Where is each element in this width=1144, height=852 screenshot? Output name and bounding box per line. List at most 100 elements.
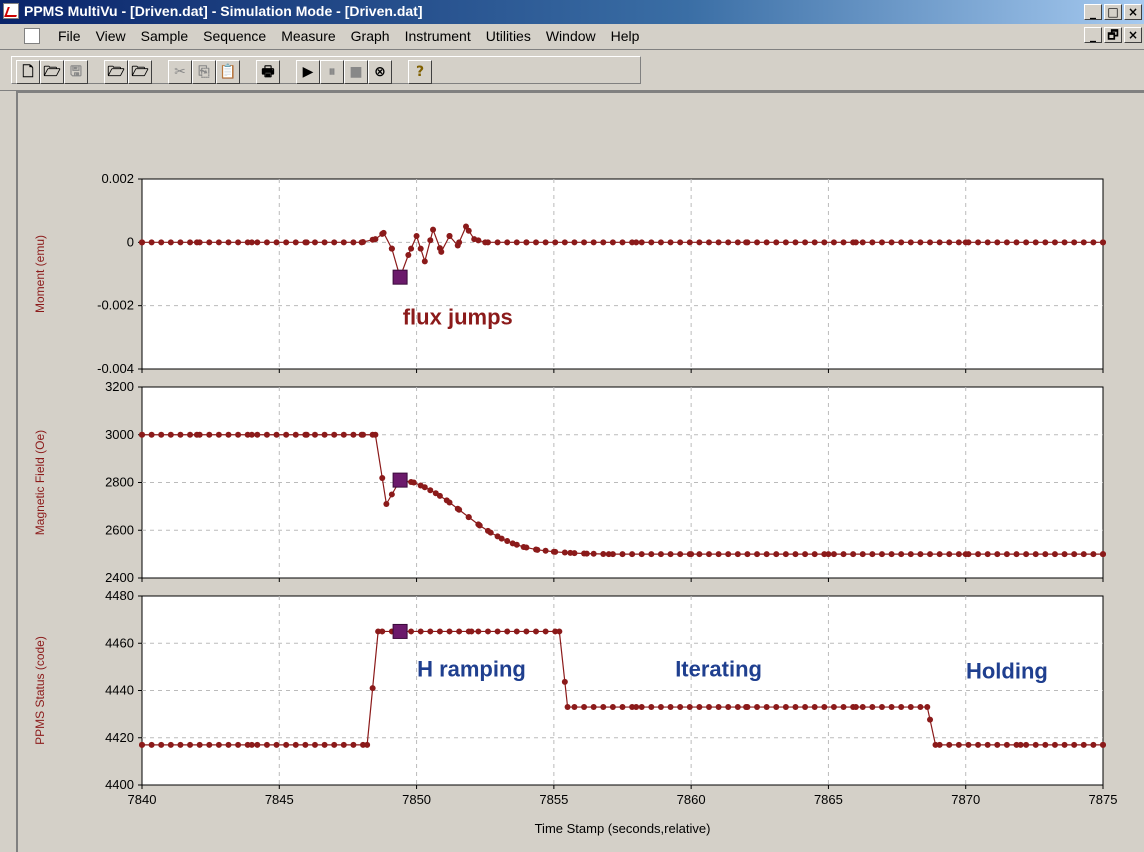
- cursor-marker[interactable]: [392, 269, 408, 285]
- data-point: [927, 239, 934, 246]
- maximize-button[interactable]: □: [1104, 4, 1122, 20]
- menu-window[interactable]: Window: [545, 28, 596, 44]
- data-point: [263, 239, 270, 246]
- minimize-button[interactable]: _: [1084, 4, 1102, 20]
- menu-graph[interactable]: Graph: [350, 28, 390, 44]
- data-point: [421, 258, 428, 265]
- data-point: [773, 551, 780, 558]
- data-point: [629, 704, 636, 711]
- menu-file[interactable]: File: [58, 28, 81, 44]
- plot-area[interactable]: [141, 178, 1104, 370]
- data-point: [962, 239, 969, 246]
- data-point: [148, 239, 155, 246]
- cut-icon[interactable]: ✂: [168, 60, 192, 84]
- copy-icon[interactable]: ⎘: [192, 60, 216, 84]
- data-point: [965, 741, 972, 748]
- data-point: [193, 431, 200, 438]
- new-file-icon[interactable]: 🗋: [16, 60, 40, 84]
- menu-utilities[interactable]: Utilities: [485, 28, 531, 44]
- doc-close-button[interactable]: ×: [1124, 27, 1142, 43]
- data-point: [686, 704, 693, 711]
- data-point: [811, 704, 818, 711]
- data-point: [955, 741, 962, 748]
- data-point: [206, 741, 213, 748]
- data-point: [504, 239, 511, 246]
- menu-measure[interactable]: Measure: [281, 28, 336, 44]
- data-point: [215, 431, 222, 438]
- data-point: [725, 704, 732, 711]
- data-point: [567, 549, 574, 556]
- data-point: [984, 551, 991, 558]
- help-icon[interactable]: ?: [408, 60, 432, 84]
- data-point: [244, 741, 251, 748]
- menu-instrument[interactable]: Instrument: [404, 28, 471, 44]
- data-point: [715, 704, 722, 711]
- data-point: [552, 239, 559, 246]
- data-point: [462, 223, 469, 230]
- data-point: [494, 628, 501, 635]
- y-tick-label: 0.002: [101, 171, 134, 186]
- menu-sequence[interactable]: Sequence: [203, 28, 267, 44]
- panel-1: 3200 3000 2800 2600 2400 Magnetic Field (Oe): [33, 379, 1106, 585]
- data-point: [487, 529, 494, 536]
- data-point: [946, 551, 953, 558]
- data-point: [763, 239, 770, 246]
- cursor-marker[interactable]: [392, 623, 408, 639]
- data-point: [1061, 551, 1068, 558]
- data-point: [1023, 741, 1030, 748]
- save-icon[interactable]: 🖫: [64, 60, 88, 84]
- data-point: [609, 704, 616, 711]
- data-point: [561, 678, 568, 685]
- stop-icon[interactable]: ■: [344, 60, 368, 84]
- data-point: [878, 551, 885, 558]
- close-button[interactable]: ×: [1124, 4, 1142, 20]
- data-point: [225, 239, 232, 246]
- doc-minimize-button[interactable]: _: [1084, 27, 1102, 43]
- data-point: [542, 628, 549, 635]
- doc-restore-button[interactable]: 🗗: [1104, 27, 1122, 43]
- data-point: [177, 741, 184, 748]
- data-point: [821, 239, 828, 246]
- data-point: [917, 704, 924, 711]
- data-point: [581, 239, 588, 246]
- data-point: [743, 704, 750, 711]
- abort-icon[interactable]: ⊗: [368, 60, 392, 84]
- paste-icon[interactable]: 📋: [216, 60, 240, 84]
- data-point: [263, 741, 270, 748]
- data-point: [513, 628, 520, 635]
- menu-sample[interactable]: Sample: [140, 28, 189, 44]
- document-icon[interactable]: [24, 28, 40, 44]
- open-sequence-icon[interactable]: 🗁: [128, 60, 152, 84]
- data-point: [206, 239, 213, 246]
- title-bar: PPMS MultiVu - [Driven.dat] - Simulation…: [0, 0, 1144, 24]
- open-data-icon[interactable]: 🗁: [104, 60, 128, 84]
- pause-icon[interactable]: ⏸: [320, 60, 344, 84]
- data-point: [725, 551, 732, 558]
- data-point: [571, 239, 578, 246]
- data-point: [177, 431, 184, 438]
- data-point: [542, 239, 549, 246]
- cursor-marker[interactable]: [392, 472, 408, 488]
- data-point: [1080, 239, 1087, 246]
- data-point: [975, 551, 982, 558]
- y-tick-label: 0: [127, 234, 134, 249]
- data-point: [1017, 741, 1024, 748]
- data-point: [850, 551, 857, 558]
- data-point: [705, 551, 712, 558]
- data-point: [379, 475, 386, 482]
- menu-help[interactable]: Help: [610, 28, 640, 44]
- y-tick-label: 2400: [105, 570, 134, 585]
- print-icon[interactable]: 🖶: [256, 60, 280, 84]
- menu-view[interactable]: View: [95, 28, 126, 44]
- data-point: [657, 704, 664, 711]
- run-icon[interactable]: ▶: [296, 60, 320, 84]
- data-point: [754, 239, 761, 246]
- data-point: [609, 551, 616, 558]
- open-file-icon[interactable]: 🗁: [40, 60, 64, 84]
- data-point: [1013, 741, 1020, 748]
- app-icon[interactable]: [3, 3, 19, 19]
- data-point: [946, 741, 953, 748]
- data-point: [468, 628, 475, 635]
- data-point: [1042, 741, 1049, 748]
- data-point: [1071, 239, 1078, 246]
